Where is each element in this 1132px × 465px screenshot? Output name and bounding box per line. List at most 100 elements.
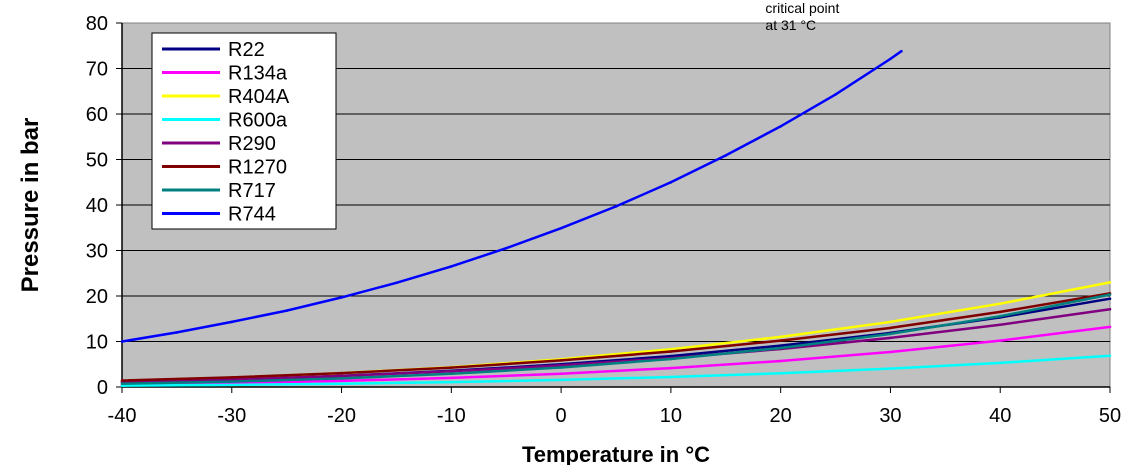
data-point-r1270 (779, 339, 782, 342)
data-point-r290 (340, 374, 343, 378)
x-tick-label: -40 (108, 405, 137, 427)
data-point-r744 (614, 205, 618, 208)
data-point-r744 (559, 226, 563, 230)
x-tick-label: 10 (660, 405, 682, 427)
legend-box (151, 32, 337, 230)
data-point-r134a (889, 350, 892, 354)
y-axis-title: Pressure in bar (17, 118, 44, 293)
series-line-r290 (121, 307, 1111, 384)
x-tick-label: -10 (437, 405, 466, 427)
annotation-text: at 31 °C (765, 17, 816, 33)
data-point-r744 (504, 246, 508, 250)
data-point-r744 (230, 320, 234, 324)
data-point-r717 (998, 314, 1002, 318)
data-point-r600a (1108, 354, 1112, 358)
data-point-r134a (340, 379, 343, 383)
legend-label: R744 (228, 204, 276, 226)
data-point-r600a (450, 380, 453, 384)
legend-label: R600a (228, 110, 288, 132)
data-point-r134a (559, 372, 563, 376)
data-point-r744 (285, 309, 289, 312)
data-point-r600a (998, 361, 1002, 365)
y-tick-label: 0 (97, 377, 108, 399)
data-point-r290 (450, 370, 453, 373)
series-line-r717 (121, 293, 1111, 385)
data-point-r744 (779, 125, 782, 128)
data-point-r1270 (669, 350, 673, 353)
y-tick-label: 70 (86, 59, 108, 81)
series-line-r1270 (121, 292, 1111, 382)
y-tick-label: 60 (86, 104, 108, 126)
data-point-r600a (230, 383, 234, 387)
data-point-r717 (559, 366, 563, 369)
data-point-r744 (175, 331, 179, 334)
y-tick-label: 40 (86, 195, 108, 217)
data-point-r134a (450, 376, 453, 380)
data-point-r134a (669, 366, 673, 370)
data-point-r290 (1108, 307, 1112, 311)
legend-label: R1270 (228, 157, 287, 179)
data-point-r717 (230, 380, 234, 383)
data-point-r600a (559, 378, 563, 382)
data-point-r744 (450, 265, 453, 268)
y-tick-label: 20 (86, 286, 108, 308)
data-point-r1270 (450, 366, 453, 369)
series-line-r600a (121, 354, 1111, 387)
legend-label: R717 (228, 180, 276, 202)
x-tick-label: 40 (989, 405, 1011, 427)
data-point-r744 (340, 296, 343, 299)
data-point-r717 (779, 346, 782, 350)
data-point-r22 (779, 344, 782, 347)
series-line-r744 (121, 50, 903, 343)
data-point-r600a (340, 382, 343, 386)
annotation-text: critical point (765, 0, 839, 16)
data-point-r744 (669, 181, 673, 184)
data-point-r290 (230, 378, 234, 381)
data-point-r22 (669, 354, 673, 358)
data-point-r1270 (340, 371, 343, 375)
y-tick-label: 50 (86, 150, 108, 172)
data-point-r290 (889, 336, 892, 340)
legend-label: R22 (228, 39, 265, 61)
data-point-r744 (889, 57, 892, 61)
data-point-r600a (120, 384, 124, 388)
data-point-r1270 (889, 326, 892, 330)
x-tick-label: 30 (879, 405, 901, 427)
data-point-r290 (998, 323, 1002, 327)
data-point-r22 (1108, 297, 1112, 301)
legend-label: R134a (228, 63, 288, 85)
data-point-r1270 (998, 310, 1002, 314)
x-tick-label: 50 (1099, 405, 1121, 427)
y-tick-label: 10 (86, 332, 108, 354)
x-tick-label: 0 (556, 405, 567, 427)
data-point-r717 (889, 332, 892, 336)
data-point-r744 (900, 49, 903, 53)
data-point-r600a (889, 367, 892, 370)
data-point-r600a (669, 375, 673, 379)
data-point-r717 (120, 382, 124, 386)
y-tick-label: 80 (86, 13, 108, 35)
legend-label: R290 (228, 133, 276, 155)
x-tick-label: -30 (217, 405, 246, 427)
data-point-r744 (395, 281, 398, 285)
data-point-r1270 (230, 376, 234, 379)
data-point-r134a (779, 359, 782, 363)
data-point-r717 (340, 377, 343, 380)
data-point-r290 (559, 364, 563, 367)
data-point-r744 (834, 93, 837, 96)
data-point-r1270 (120, 379, 124, 382)
x-axis-title: Temperature in °C (522, 442, 710, 465)
data-point-r404a (889, 320, 892, 324)
data-point-r717 (1108, 293, 1112, 296)
data-point-r134a (1108, 325, 1112, 329)
x-tick-label: 20 (770, 405, 792, 427)
legend-label: R404A (228, 86, 290, 108)
y-tick-label: 30 (86, 241, 108, 263)
data-point-r744 (724, 154, 728, 157)
series-line-r134a (121, 325, 1111, 386)
data-point-r717 (669, 357, 673, 361)
data-point-r134a (998, 339, 1002, 342)
data-point-r404a (998, 302, 1002, 306)
data-point-r717 (450, 372, 453, 376)
